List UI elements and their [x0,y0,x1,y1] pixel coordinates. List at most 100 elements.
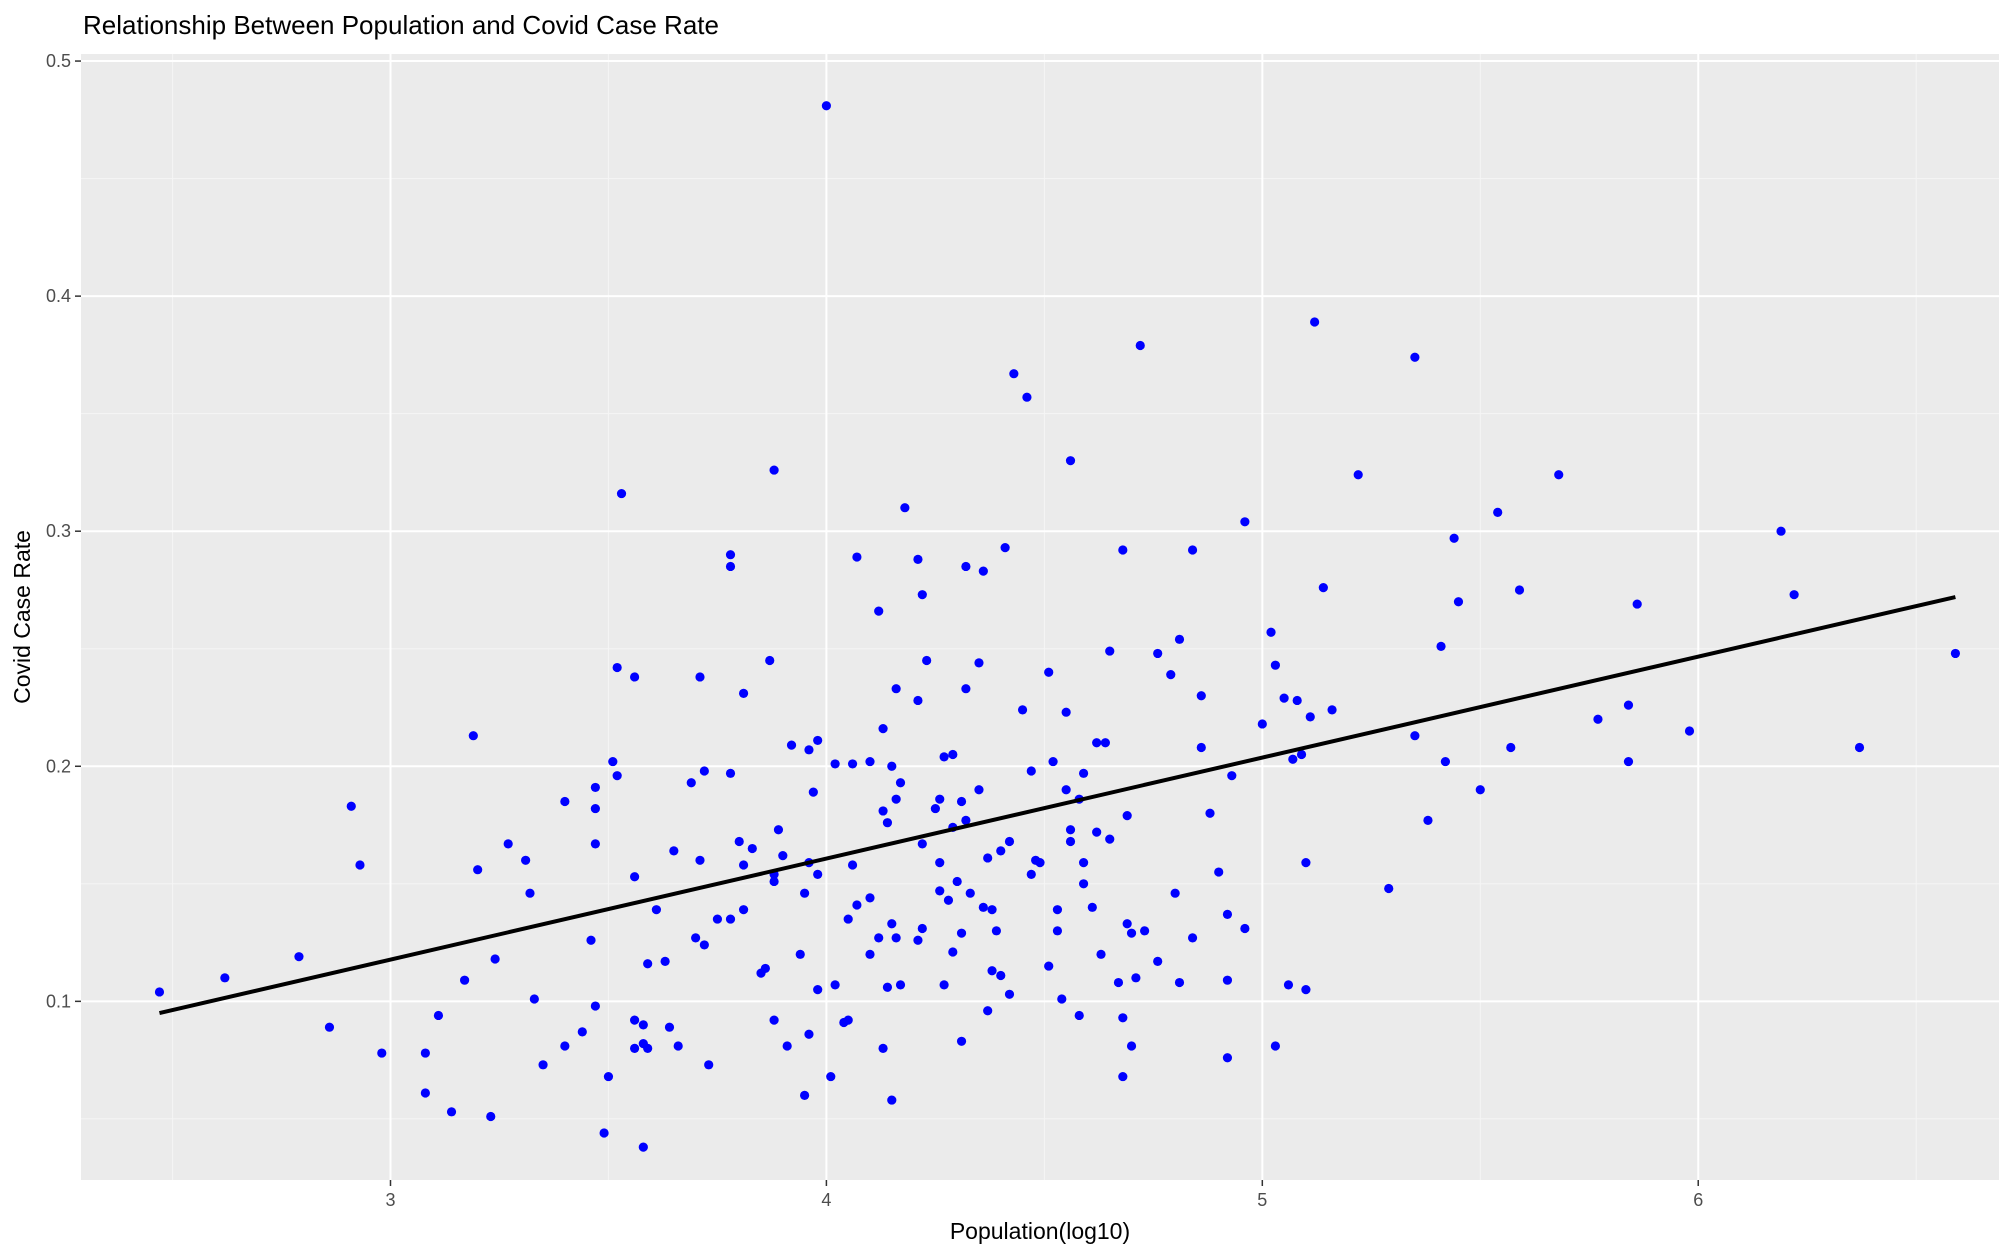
data-point [1187,933,1198,943]
data-point [738,860,749,870]
data-point [725,550,736,560]
data-point [961,561,971,572]
data-point [804,1029,814,1039]
data-point [996,846,1006,856]
data-point [1096,949,1106,959]
data-point [769,876,779,887]
data-point [769,1015,779,1025]
data-point [1004,989,1015,999]
data-point [695,672,705,682]
data-point [1170,888,1180,898]
data-point [1222,909,1233,919]
data-point [974,658,984,668]
data-point [887,761,897,771]
data-point [725,561,736,572]
data-point [1187,545,1198,555]
data-point [1153,956,1163,966]
x-tick-label: 3 [385,1190,395,1210]
data-point [560,796,570,807]
y-tick-label: 0.5 [46,51,71,71]
minor-gridlines [81,54,1999,1180]
data-point [1196,742,1206,753]
data-point [1122,811,1132,821]
data-point [638,1020,648,1030]
data-point [943,895,954,905]
data-point [691,933,701,943]
data-point [952,876,962,887]
data-point [874,606,884,616]
y-axis-title: Covid Case Rate [9,530,35,704]
y-tick-label: 0.2 [46,756,71,776]
data-point [778,850,788,861]
data-point [865,949,875,959]
data-point [699,766,709,776]
data-point [887,1095,897,1105]
data-point [1065,825,1076,835]
data-point [1087,902,1097,912]
data-point [821,101,832,111]
data-point [1174,977,1185,988]
data-point [1266,627,1276,637]
data-point [1227,771,1237,781]
data-point [460,975,470,985]
data-point [1065,836,1076,847]
data-point [612,662,622,673]
data-point [1950,648,1961,659]
data-point [1493,507,1503,517]
data-point [590,839,600,849]
data-point [1140,926,1150,936]
data-point [446,1107,457,1117]
data-point [1035,858,1045,868]
data-point [773,825,784,835]
data-point [961,815,971,825]
data-point [669,846,679,856]
data-point [1078,858,1089,868]
data-point [1135,340,1145,351]
data-point [1044,961,1054,971]
data-point [1057,994,1067,1004]
data-point [154,987,165,997]
data-point [895,980,906,990]
data-point [917,590,927,600]
data-point [891,933,901,943]
data-point [1318,583,1328,593]
data-point [220,973,230,983]
data-point [725,914,736,924]
data-point [1048,756,1058,767]
data-point [808,787,818,797]
data-point [1789,590,1799,600]
data-point [1100,738,1110,748]
data-point [769,465,779,475]
data-point [891,684,901,694]
data-point [1196,691,1206,701]
data-point [874,933,884,943]
data-point [1009,369,1019,379]
data-point [560,1041,570,1051]
y-tick-label: 0.3 [46,521,71,541]
data-point [1105,834,1115,844]
data-point [795,949,805,959]
data-point [939,752,949,762]
data-point [612,771,622,781]
data-point [913,554,923,565]
data-point [1384,883,1394,894]
data-point [355,860,365,870]
data-point [1078,879,1089,889]
data-point [965,888,975,898]
data-point [1410,352,1420,362]
data-point [865,756,875,767]
data-point [1449,533,1459,543]
data-point [917,923,927,934]
data-point [1174,634,1185,644]
data-point [490,954,500,964]
data-point [686,778,696,788]
data-point [346,801,356,811]
data-point [913,695,923,706]
y-tick-label: 0.1 [46,991,71,1011]
data-point [983,1006,993,1016]
data-point [1240,923,1250,934]
data-point [996,970,1006,981]
data-point [1118,545,1128,555]
data-point [1353,470,1363,480]
